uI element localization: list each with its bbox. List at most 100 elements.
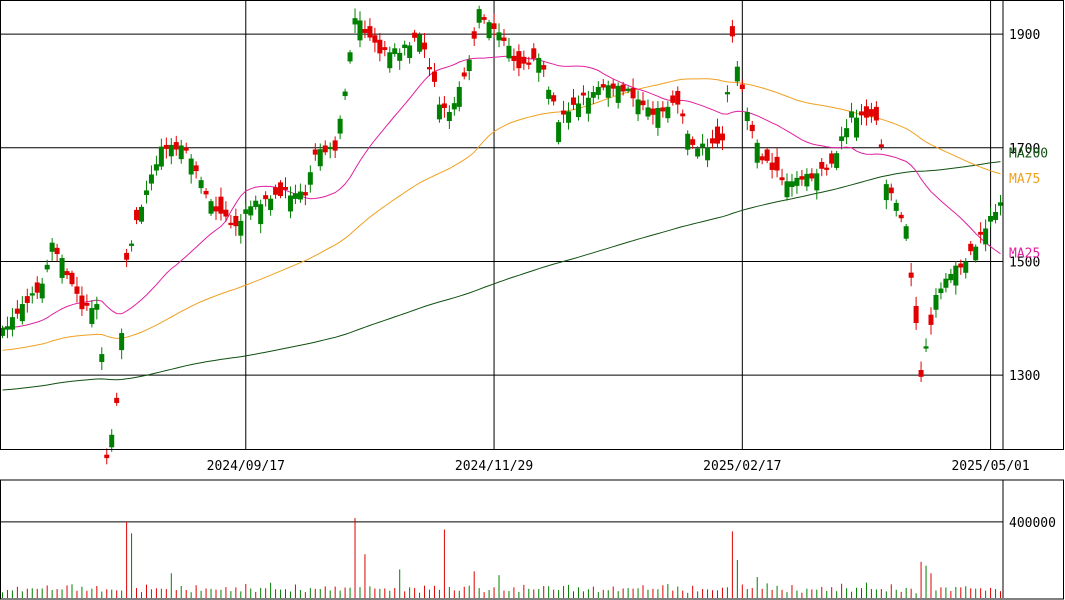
candle (834, 150, 840, 171)
candle (268, 195, 274, 216)
candle (779, 168, 785, 186)
candle (784, 173, 790, 201)
candle (764, 147, 770, 164)
candle (700, 133, 706, 156)
candle (804, 168, 810, 191)
candle (94, 296, 100, 320)
candle (372, 27, 378, 53)
candle (362, 20, 368, 39)
candle (129, 240, 135, 252)
candle (501, 28, 507, 47)
ma200-line (2, 161, 1001, 391)
candle (173, 135, 179, 156)
candle (928, 307, 934, 335)
candle (139, 204, 145, 224)
candle (551, 92, 557, 106)
candle (347, 50, 353, 64)
candle (287, 186, 293, 219)
candle (724, 85, 730, 103)
candle (412, 29, 418, 42)
candle (580, 85, 586, 106)
candle (521, 50, 527, 70)
candle (89, 300, 95, 328)
candle (799, 169, 805, 186)
candle (913, 296, 919, 330)
candle (0, 325, 5, 339)
candle (873, 101, 879, 126)
candle (367, 18, 373, 41)
candle (556, 119, 562, 145)
price-tick-label: 1700 (1009, 142, 1040, 157)
candle (496, 23, 502, 48)
candle (531, 43, 537, 62)
candle (958, 259, 964, 275)
candle (918, 361, 924, 382)
candle (963, 258, 969, 279)
candle (854, 109, 860, 141)
candle (203, 188, 209, 199)
ma25-label: MA25 (1009, 247, 1040, 262)
candle (302, 184, 308, 206)
candle (744, 107, 750, 131)
candle (223, 201, 229, 222)
candle (481, 14, 487, 24)
candle (377, 32, 383, 62)
candle (705, 138, 711, 168)
candle (566, 102, 572, 130)
candle (938, 282, 944, 300)
candle (789, 173, 795, 197)
candle (352, 8, 358, 33)
candle (625, 86, 631, 94)
candle (228, 214, 234, 229)
candle (114, 392, 120, 406)
candle (218, 187, 224, 221)
candle (561, 100, 567, 124)
candle (104, 448, 110, 465)
candle (605, 80, 611, 107)
candle (610, 79, 616, 97)
candle (516, 44, 522, 77)
candle (650, 101, 656, 125)
candle (134, 207, 140, 225)
candle (933, 288, 939, 318)
candle (178, 139, 184, 164)
candle (4, 316, 10, 339)
candle (943, 272, 949, 293)
candle (710, 129, 716, 149)
candle (774, 147, 780, 178)
price-tick-label: 1300 (1009, 369, 1040, 384)
candle (312, 143, 318, 161)
candle (714, 118, 720, 148)
candle (461, 67, 467, 80)
candle (84, 294, 90, 311)
candle (844, 119, 850, 145)
candle (719, 126, 725, 151)
candle (695, 146, 701, 159)
candle (858, 104, 864, 126)
candle (278, 180, 284, 199)
date-tick-label: 2025/05/01 (951, 459, 1029, 474)
candle (436, 96, 442, 123)
candle (953, 261, 959, 295)
candle (44, 259, 50, 273)
volume-tick-label: 400000 (1009, 516, 1056, 531)
candle (342, 88, 348, 101)
candle (680, 109, 686, 124)
candle (99, 347, 105, 370)
candle (595, 81, 601, 100)
candle (431, 63, 437, 87)
candle (243, 203, 249, 221)
ma75-line (2, 78, 1001, 351)
candle (839, 126, 845, 150)
candle (248, 200, 254, 220)
candle (441, 96, 447, 118)
candle (968, 240, 974, 256)
candle (307, 165, 313, 193)
price-tick-label: 1500 (1009, 255, 1040, 270)
candle (655, 101, 661, 136)
candle (615, 82, 621, 109)
candle (923, 338, 929, 353)
candle (446, 105, 452, 130)
candle (685, 130, 691, 156)
